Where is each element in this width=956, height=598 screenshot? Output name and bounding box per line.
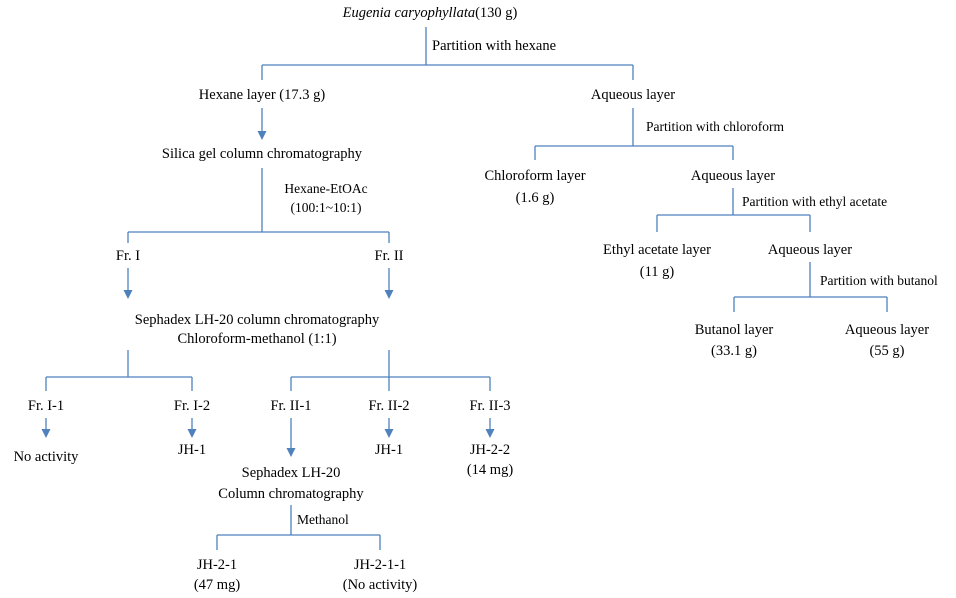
node-jh2-2: JH-2-2: [469, 442, 511, 458]
species-name: Eugenia caryophyllata: [342, 5, 476, 21]
node-aqueous-2: Aqueous layer: [690, 168, 776, 184]
node-jh1-b: JH-1: [374, 442, 404, 458]
node-jh1-a: JH-1: [177, 442, 207, 458]
node-fr1: Fr. I: [115, 248, 141, 264]
node-sephadex2: Sephadex LH-20: [241, 465, 341, 481]
root-node: Eugenia caryophyllata(130 g): [343, 5, 518, 22]
node-sephadex: Sephadex LH-20 column chromatography: [134, 312, 380, 328]
arrow-icon: [123, 290, 133, 299]
node-aqueous-3: Aqueous layer: [767, 242, 853, 258]
node-ethyl-acetate-amount: (11 g): [639, 264, 675, 280]
node-butanol-layer: Butanol layer: [694, 322, 774, 338]
node-aqueous-4: Aqueous layer: [844, 322, 930, 338]
node-hexane-layer: Hexane layer (17.3 g): [198, 87, 326, 103]
step-partition-ethyl-acetate: Partition with ethyl acetate: [742, 194, 888, 209]
node-aqueous-1: Aqueous layer: [590, 87, 676, 103]
node-ethyl-acetate-layer: Ethyl acetate layer: [603, 242, 711, 258]
node-fr1-1: Fr. I-1: [27, 398, 65, 414]
node-sephadex-solvent: Chloroform-methanol (1:1): [177, 331, 337, 347]
arrow-icon: [187, 429, 197, 438]
species-amount: (130 g): [475, 5, 518, 21]
node-jh2-1-amount: (47 mg): [193, 577, 241, 593]
node-sephadex2-column: Column chromatography: [218, 486, 364, 502]
node-jh2-1-1-note: (No activity): [342, 577, 418, 593]
node-fr2-2: Fr. II-2: [368, 398, 410, 414]
arrow-icon: [384, 429, 394, 438]
node-no-activity: No activity: [13, 449, 79, 465]
step-partition-butanol: Partition with butanol: [820, 273, 938, 288]
step-partition-hexane: Partition with hexane: [432, 38, 557, 54]
arrow-icon: [384, 290, 394, 299]
node-jh2-1-1: JH-2-1-1: [353, 557, 407, 573]
node-fr2-1: Fr. II-1: [270, 398, 312, 414]
step-hexane-etoac-ratio: (100:1~10:1): [290, 200, 362, 215]
node-aqueous-4-amount: (55 g): [869, 343, 905, 359]
node-jh2-2-amount: (14 mg): [466, 462, 514, 478]
node-jh2-1: JH-2-1: [196, 557, 238, 573]
node-chloroform-layer: Chloroform layer: [484, 168, 586, 184]
node-fr2: Fr. II: [374, 248, 404, 264]
node-silica-gel: Silica gel column chromatography: [161, 146, 363, 162]
step-methanol: Methanol: [297, 512, 349, 527]
step-partition-chloroform: Partition with chloroform: [646, 119, 784, 134]
arrow-icon: [41, 429, 51, 438]
node-chloroform-amount: (1.6 g): [515, 190, 555, 206]
arrow-icon: [257, 131, 267, 140]
step-hexane-etoac: Hexane-EtOAc: [284, 181, 368, 196]
node-fr1-2: Fr. I-2: [173, 398, 211, 414]
node-butanol-amount: (33.1 g): [711, 343, 757, 359]
node-fr2-3: Fr. II-3: [469, 398, 511, 414]
arrow-icon: [286, 448, 296, 457]
arrow-icon: [485, 429, 495, 438]
